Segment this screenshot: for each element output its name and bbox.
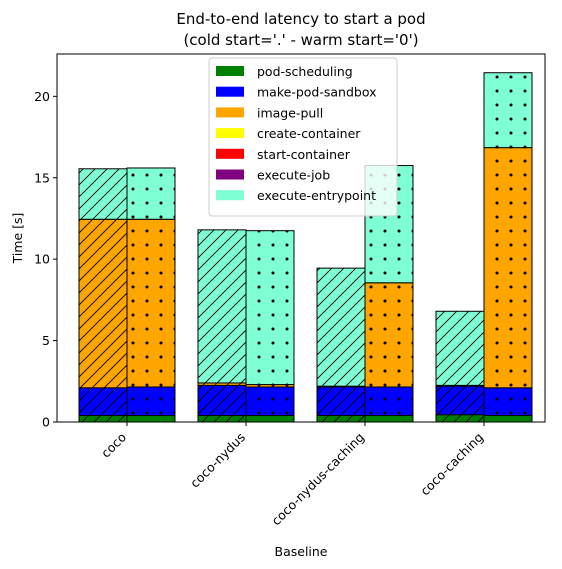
bar-coco-caching-warm-make-pod-sandbox-hatch	[484, 387, 532, 416]
bar-coco-nydus-cold-pod-scheduling-hatch	[198, 415, 246, 422]
bar-coco-nydus-caching-warm-make-pod-sandbox-hatch	[365, 386, 413, 416]
legend-label-make-pod-sandbox: make-pod-sandbox	[257, 85, 376, 100]
y-axis: 0 5 10 15 20	[34, 89, 57, 430]
bar-coco-nydus-cold-image-pull-hatch	[198, 382, 246, 386]
legend-label-image-pull: image-pull	[257, 105, 323, 120]
bar-coco-warm-make-pod-sandbox-hatch	[127, 386, 175, 416]
y-tick-label: 10	[34, 252, 50, 267]
legend-swatch-execute-job	[216, 169, 244, 180]
y-tick-label: 20	[34, 89, 50, 104]
legend-swatch-image-pull	[216, 107, 244, 118]
bar-coco-caching-cold-pod-scheduling-hatch	[436, 414, 484, 422]
plot-frame	[56, 53, 546, 423]
bar-coco-cold-pod-scheduling-hatch	[79, 415, 127, 422]
legend-label-execute-entrypoint: execute-entrypoint	[257, 188, 376, 203]
x-tick-label-coco-caching: coco-caching	[417, 430, 486, 499]
legend: pod-scheduling make-pod-sandbox image-pull…	[208, 57, 398, 217]
legend-swatch-execute-entrypoint	[216, 190, 244, 201]
bar-stacks	[78, 72, 533, 423]
bar-coco-cold-image-pull-hatch	[79, 219, 127, 388]
y-tick-label: 0	[42, 415, 50, 430]
bar-coco-nydus-caching-warm-image-pull-hatch	[365, 282, 413, 387]
legend-label-execute-job: execute-job	[257, 168, 330, 183]
bar-coco-caching-cold-execute-entrypoint-hatch	[436, 311, 484, 386]
bar-coco-cold-execute-entrypoint-hatch	[79, 168, 127, 220]
legend-swatch-pod-scheduling	[216, 66, 244, 76]
x-tick-label-coco: coco	[98, 430, 129, 461]
y-tick-label: 5	[42, 333, 50, 348]
legend-label-start-container: start-container	[257, 147, 351, 162]
bar-coco-caching-cold-make-pod-sandbox-hatch	[436, 386, 484, 415]
bar-coco-nydus-warm-pod-scheduling-hatch	[246, 415, 294, 422]
legend-swatch-create-container	[216, 128, 244, 139]
x-axis: coco coco-nydus coco-nydus-caching coco-cac…	[98, 422, 486, 528]
x-axis-label: Baseline	[275, 544, 328, 559]
y-axis-label: Time [s]	[10, 213, 25, 265]
x-tick-label-coco-nydus-caching: coco-nydus-caching	[268, 430, 367, 529]
bar-coco-nydus-caching-warm-pod-scheduling-hatch	[365, 415, 413, 422]
chart-title-line-2: (cold start='.' - warm start='0')	[183, 31, 418, 49]
bar-coco-nydus-caching-cold-execute-entrypoint-hatch	[317, 268, 365, 387]
bar-coco-nydus-caching-cold-pod-scheduling-hatch	[317, 415, 365, 422]
legend-swatch-start-container	[216, 148, 244, 159]
legend-label-pod-scheduling: pod-scheduling	[257, 64, 353, 79]
bar-coco-nydus-warm-image-pull-hatch	[246, 384, 294, 387]
bar-coco-nydus-warm-execute-entrypoint-hatch	[246, 230, 294, 385]
bar-coco-caching-warm-execute-entrypoint-hatch	[484, 72, 532, 148]
bar-coco-warm-pod-scheduling-hatch	[127, 415, 175, 422]
bar-coco-caching-warm-image-pull-hatch	[484, 147, 532, 388]
bar-coco-warm-execute-entrypoint-hatch	[127, 167, 175, 220]
bar-coco-warm-image-pull-hatch	[127, 219, 175, 387]
x-tick-label-coco-nydus: coco-nydus	[187, 430, 248, 491]
bar-coco-nydus-cold-make-pod-sandbox-hatch	[198, 385, 246, 416]
bar-coco-cold-make-pod-sandbox-hatch	[79, 387, 127, 416]
legend-swatch-make-pod-sandbox	[216, 86, 244, 97]
bar-coco-caching-warm-pod-scheduling-hatch	[484, 415, 532, 422]
bar-coco-nydus-cold-execute-entrypoint-hatch	[198, 229, 246, 383]
legend-label-create-container: create-container	[257, 126, 361, 141]
y-tick-label: 15	[34, 170, 50, 185]
bar-coco-nydus-warm-make-pod-sandbox-hatch	[246, 386, 294, 416]
legend-frame	[208, 57, 398, 217]
bar-coco-nydus-caching-cold-make-pod-sandbox-hatch	[317, 386, 365, 416]
chart-title-line-1: End-to-end latency to start a pod	[176, 10, 425, 28]
